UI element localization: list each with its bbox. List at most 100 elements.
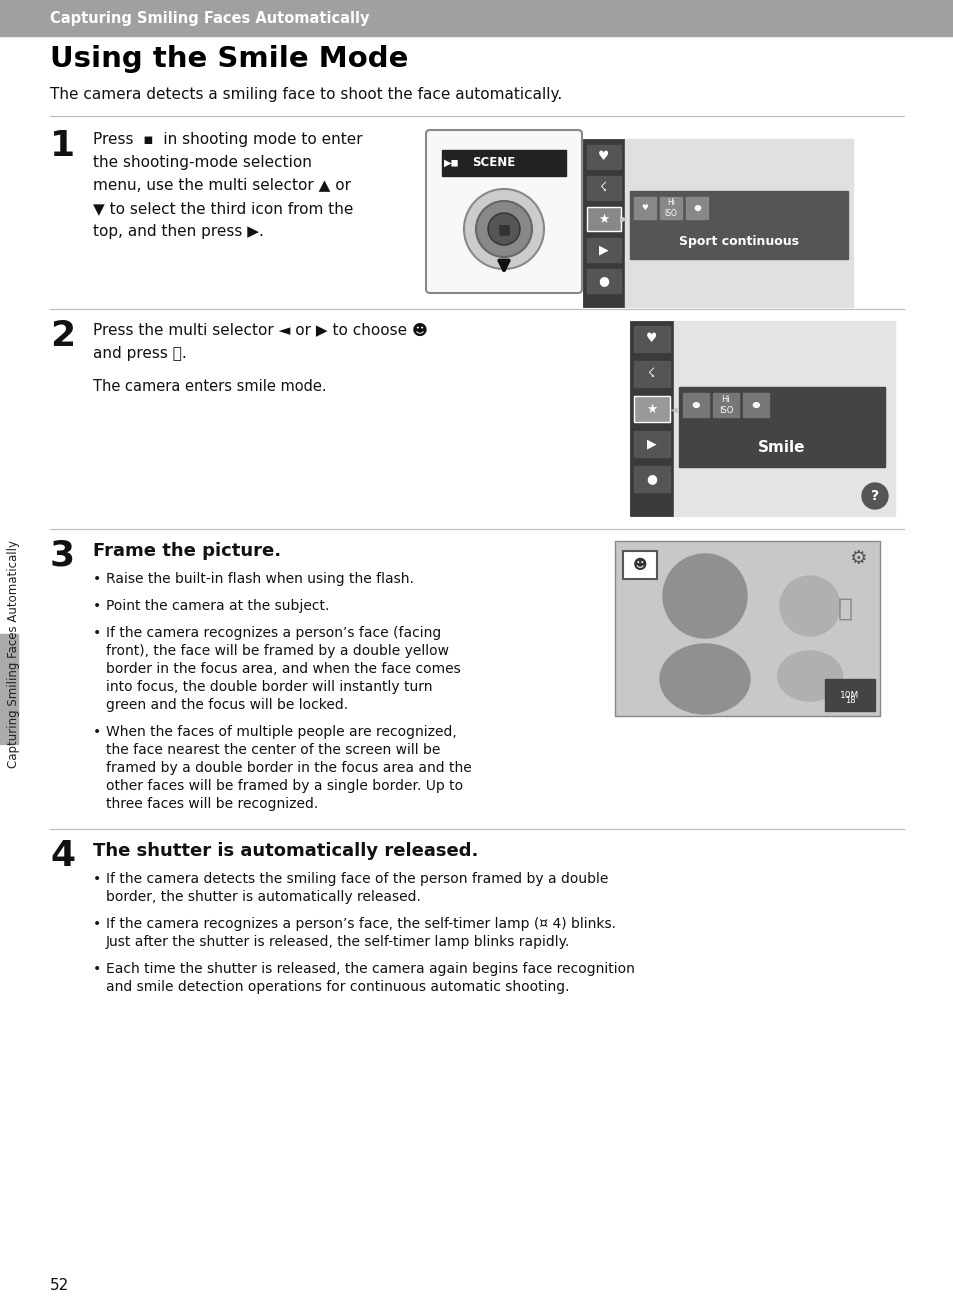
Text: Point the camera at the subject.: Point the camera at the subject. <box>106 599 329 614</box>
Text: ⚙: ⚙ <box>848 549 866 569</box>
Text: When the faces of multiple people are recognized,: When the faces of multiple people are re… <box>106 725 456 738</box>
Text: Sport continuous: Sport continuous <box>679 234 799 247</box>
Text: ☇: ☇ <box>599 181 607 194</box>
Text: Hi
ISO: Hi ISO <box>718 396 733 415</box>
Bar <box>622 551 657 579</box>
FancyBboxPatch shape <box>426 130 581 293</box>
Text: •: • <box>92 725 101 738</box>
Bar <box>629 191 847 259</box>
Text: The shutter is automatically released.: The shutter is automatically released. <box>92 842 477 859</box>
Text: ★: ★ <box>646 402 657 415</box>
Text: ♥: ♥ <box>646 332 657 346</box>
Text: ✋: ✋ <box>837 597 852 622</box>
Text: top, and then press ▶.: top, and then press ▶. <box>92 223 264 239</box>
Text: The camera detects a smiling face to shoot the face automatically.: The camera detects a smiling face to sho… <box>50 87 561 101</box>
Text: 18: 18 <box>843 696 855 706</box>
Bar <box>0 0 953 35</box>
Bar <box>624 139 852 307</box>
Bar <box>586 145 620 170</box>
Text: If the camera recognizes a person’s face, the self-timer lamp (¤ 4) blinks.: If the camera recognizes a person’s face… <box>106 917 616 932</box>
Text: front), the face will be framed by a double yellow: front), the face will be framed by a dou… <box>106 644 449 658</box>
Text: ☻: ☻ <box>751 401 760 410</box>
Bar <box>634 431 669 457</box>
Text: •: • <box>92 625 101 640</box>
Bar <box>634 396 669 422</box>
Text: If the camera recognizes a person’s face (facing: If the camera recognizes a person’s face… <box>106 625 441 640</box>
Text: ▶◼: ▶◼ <box>444 158 459 168</box>
Text: •: • <box>92 962 101 976</box>
Text: ?: ? <box>870 489 878 503</box>
Ellipse shape <box>659 644 749 714</box>
Text: three faces will be recognized.: three faces will be recognized. <box>106 798 318 811</box>
Text: Press the multi selector ◄ or ▶ to choose ☻: Press the multi selector ◄ or ▶ to choos… <box>92 322 428 336</box>
Text: SCENE: SCENE <box>472 156 515 170</box>
Text: ■: ■ <box>497 222 510 237</box>
Text: the face nearest the center of the screen will be: the face nearest the center of the scree… <box>106 742 440 757</box>
Text: framed by a double border in the focus area and the: framed by a double border in the focus a… <box>106 761 471 775</box>
Text: •: • <box>92 872 101 886</box>
Circle shape <box>780 576 840 636</box>
Text: border, the shutter is automatically released.: border, the shutter is automatically rel… <box>106 890 420 904</box>
Text: •: • <box>92 917 101 932</box>
Text: 2: 2 <box>50 319 75 353</box>
Bar <box>586 208 620 231</box>
Text: Just after the shutter is released, the self-timer lamp blinks rapidly.: Just after the shutter is released, the … <box>106 936 570 949</box>
Circle shape <box>463 189 543 269</box>
Text: ☻: ☻ <box>691 401 700 410</box>
Text: ●: ● <box>598 275 609 288</box>
Text: Raise the built-in flash when using the flash.: Raise the built-in flash when using the … <box>106 572 414 586</box>
Text: 3: 3 <box>50 539 75 573</box>
Text: Hi
ISO: Hi ISO <box>664 198 677 218</box>
Text: Capturing Smiling Faces Automatically: Capturing Smiling Faces Automatically <box>8 540 20 767</box>
Text: Press  ▪  in shooting mode to enter: Press ▪ in shooting mode to enter <box>92 131 362 147</box>
Text: green and the focus will be locked.: green and the focus will be locked. <box>106 698 348 712</box>
Bar <box>441 150 565 176</box>
Text: ▶: ▶ <box>646 438 656 451</box>
Text: into focus, the double border will instantly turn: into focus, the double border will insta… <box>106 681 432 694</box>
Text: ●: ● <box>646 473 657 485</box>
Text: Using the Smile Mode: Using the Smile Mode <box>50 45 408 74</box>
Text: ☻: ☻ <box>632 558 646 572</box>
Text: Each time the shutter is released, the camera again begins face recognition: Each time the shutter is released, the c… <box>106 962 634 976</box>
Text: border in the focus area, and when the face comes: border in the focus area, and when the f… <box>106 662 460 675</box>
Text: 4: 4 <box>50 840 75 872</box>
Circle shape <box>488 213 519 244</box>
Circle shape <box>662 555 746 639</box>
Text: the shooting-mode selection: the shooting-mode selection <box>92 155 312 170</box>
Bar <box>634 361 669 388</box>
Bar <box>586 269 620 293</box>
Text: ▶: ▶ <box>598 243 608 256</box>
Text: ♥: ♥ <box>640 204 648 213</box>
Text: ♥: ♥ <box>598 151 609 163</box>
Bar <box>0 633 18 744</box>
Circle shape <box>862 484 887 509</box>
Text: ◄: ◄ <box>670 403 677 414</box>
Bar <box>629 321 673 516</box>
Bar <box>586 176 620 200</box>
Text: other faces will be framed by a single border. Up to: other faces will be framed by a single b… <box>106 779 462 794</box>
Text: Smile: Smile <box>758 439 805 455</box>
Text: and smile detection operations for continuous automatic shooting.: and smile detection operations for conti… <box>106 980 569 993</box>
Text: ☇: ☇ <box>648 368 655 381</box>
Bar <box>615 541 879 716</box>
Bar <box>824 679 874 711</box>
Text: menu, use the multi selector ▲ or: menu, use the multi selector ▲ or <box>92 177 351 193</box>
Bar <box>659 197 681 219</box>
Text: •: • <box>92 599 101 614</box>
Bar <box>679 388 884 466</box>
Text: ★: ★ <box>598 213 609 226</box>
Text: If the camera detects the smiling face of the person framed by a double: If the camera detects the smiling face o… <box>106 872 608 886</box>
Text: ▶: ▶ <box>619 214 627 223</box>
Text: •: • <box>92 572 101 586</box>
Bar <box>634 326 669 352</box>
Bar <box>634 197 656 219</box>
Circle shape <box>476 201 532 258</box>
Text: Frame the picture.: Frame the picture. <box>92 541 281 560</box>
Text: 52: 52 <box>50 1279 70 1293</box>
Text: ▼ to select the third icon from the: ▼ to select the third icon from the <box>92 201 353 215</box>
Bar <box>712 393 739 417</box>
Bar <box>682 393 708 417</box>
Bar <box>634 396 669 422</box>
Text: and press Ⓒ.: and press Ⓒ. <box>92 346 187 361</box>
Bar <box>634 466 669 491</box>
